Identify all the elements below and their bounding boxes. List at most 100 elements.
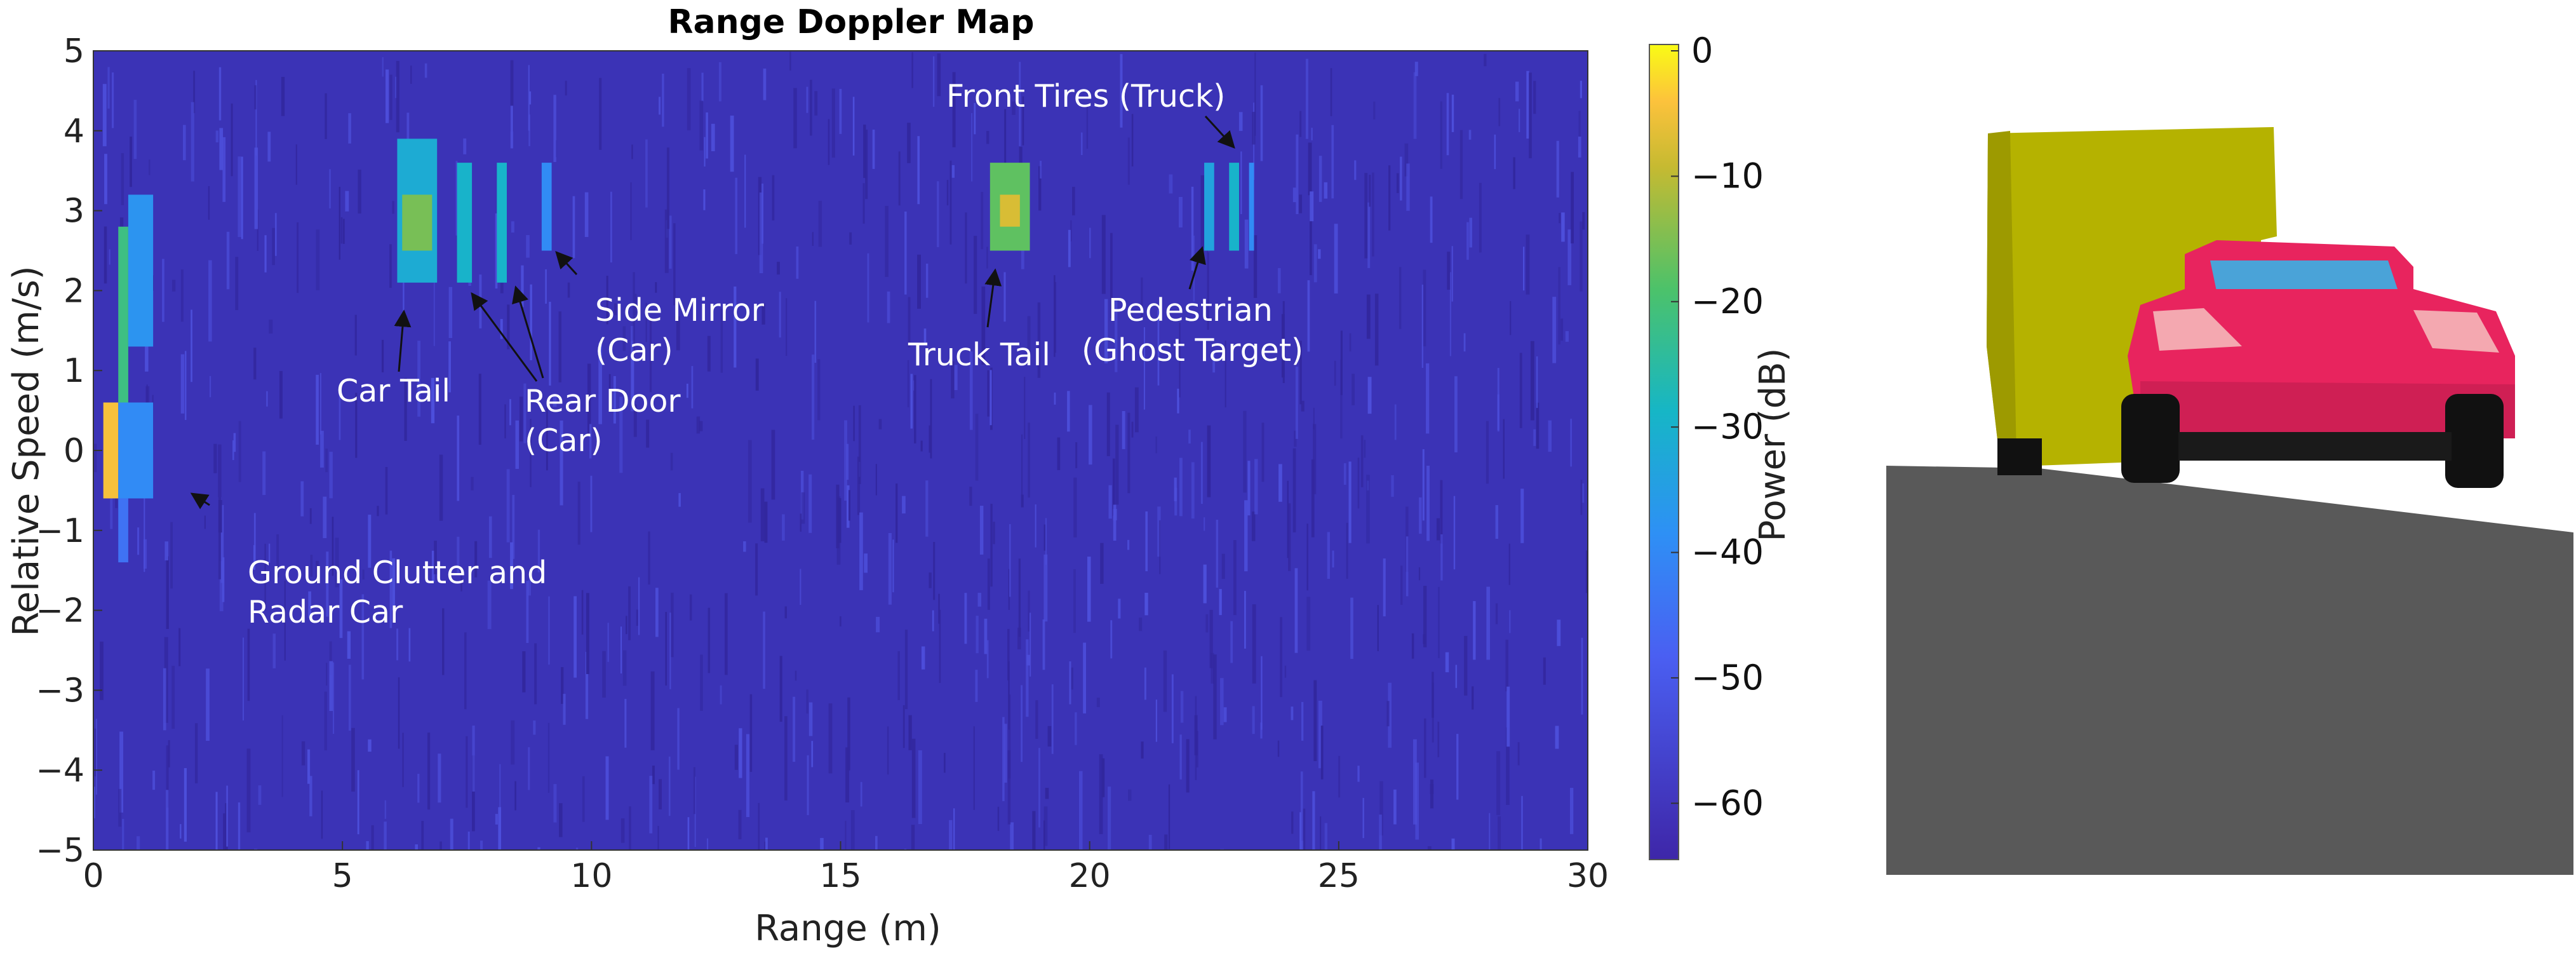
noise-streak [1057, 437, 1061, 470]
noise-streak [510, 60, 514, 132]
y-tick-label: 1 [64, 352, 84, 390]
noise-streak [1069, 661, 1071, 705]
noise-streak [1372, 172, 1374, 257]
noise-streak [986, 640, 989, 679]
noise-streak [707, 335, 711, 372]
noise-streak [1030, 612, 1031, 677]
noise-streak [1134, 387, 1139, 433]
noise-streak [1338, 755, 1341, 798]
noise-streak [1038, 166, 1042, 211]
noise-streak [209, 375, 211, 398]
y-axis-label: Relative Speed (m/s) [6, 266, 47, 636]
noise-streak [530, 419, 532, 487]
noise-streak [645, 139, 648, 208]
target-return-6 [402, 194, 433, 251]
noise-streak [1233, 540, 1237, 616]
noise-streak [902, 705, 905, 748]
noise-streak [1459, 130, 1463, 199]
arrow-rear-door-1 [471, 292, 538, 382]
noise-streak [439, 454, 443, 521]
noise-streak [1223, 707, 1227, 722]
noise-streak [1278, 464, 1282, 502]
noise-streak [911, 52, 913, 88]
noise-streak [1205, 614, 1209, 633]
y-axis-ticks: 5 4 3 2 1 0 −1 −2 −3 −4 −5 [36, 32, 102, 870]
noise-streak [1312, 791, 1315, 850]
noise-streak [1238, 112, 1243, 132]
noise-streak [267, 132, 271, 162]
annotation-truck-tail: Truck Tail [908, 337, 1050, 373]
noise-streak [902, 496, 906, 514]
noise-streak [339, 579, 343, 639]
noise-streak [269, 320, 273, 334]
noise-streak [1122, 411, 1125, 449]
noise-streak [1580, 480, 1583, 515]
noise-streak [1260, 722, 1263, 739]
noise-streak [1519, 353, 1522, 428]
noise-streak [471, 477, 474, 490]
car-rear-window [2210, 260, 2398, 291]
noise-streak [865, 130, 868, 199]
noise-streak [431, 377, 435, 424]
noise-streak [1196, 731, 1198, 767]
noise-streak [1445, 652, 1449, 673]
noise-streak [1009, 524, 1011, 597]
noise-streak [954, 365, 958, 390]
noise-streak [1519, 109, 1520, 132]
noise-streak [1221, 553, 1225, 579]
noise-streak [1131, 421, 1134, 438]
noise-streak [589, 424, 592, 459]
noise-streak [1366, 475, 1370, 544]
noise-streak [1414, 62, 1418, 76]
noise-streak [1313, 407, 1315, 429]
noise-streak [220, 504, 224, 583]
arrow-front-tires [1204, 115, 1235, 149]
noise-streak [907, 123, 911, 163]
noise-streak [316, 374, 319, 445]
car-right-light [2413, 310, 2499, 353]
noise-streak [676, 316, 680, 351]
noise-streak [1400, 565, 1403, 605]
noise-streak [253, 544, 255, 570]
noise-streak [510, 105, 513, 149]
noise-streak [424, 63, 427, 78]
noise-streak [389, 244, 392, 288]
noise-streak [1145, 511, 1148, 572]
noise-streak [708, 607, 711, 673]
noise-streak [896, 483, 898, 543]
noise-streak [1495, 505, 1498, 539]
noise-streak [875, 464, 877, 496]
noise-streak [590, 475, 593, 532]
noise-streak [1354, 160, 1357, 180]
noise-streak [840, 616, 842, 626]
noise-streak [1075, 442, 1078, 468]
noise-streak [759, 193, 763, 273]
noise-streak [1506, 686, 1510, 747]
colorbar-tick-label: −60 [1691, 783, 1764, 823]
noise-streak [1284, 665, 1287, 678]
noise-streak [1244, 219, 1249, 269]
noise-streak [701, 72, 704, 102]
target-return-8 [497, 163, 507, 283]
noise-streak [687, 68, 691, 131]
noise-streak [1506, 727, 1510, 805]
noise-streak [238, 421, 241, 482]
noise-streak [817, 359, 821, 421]
noise-streak [1141, 741, 1144, 759]
noise-streak [613, 376, 616, 424]
noise-streak [820, 837, 824, 850]
noise-streak [836, 484, 840, 548]
noise-streak [215, 792, 218, 850]
noise-streak [1454, 376, 1458, 452]
noise-streak [636, 609, 639, 626]
noise-streak [691, 366, 694, 409]
noise-streak [1396, 173, 1399, 193]
noise-streak [558, 311, 561, 382]
noise-streak [238, 802, 241, 850]
noise-streak [976, 616, 979, 654]
noise-streak [599, 78, 602, 150]
noise-streak [624, 699, 627, 748]
noise-streak [634, 294, 637, 316]
noise-streak [577, 482, 580, 545]
noise-streak [1113, 504, 1117, 541]
